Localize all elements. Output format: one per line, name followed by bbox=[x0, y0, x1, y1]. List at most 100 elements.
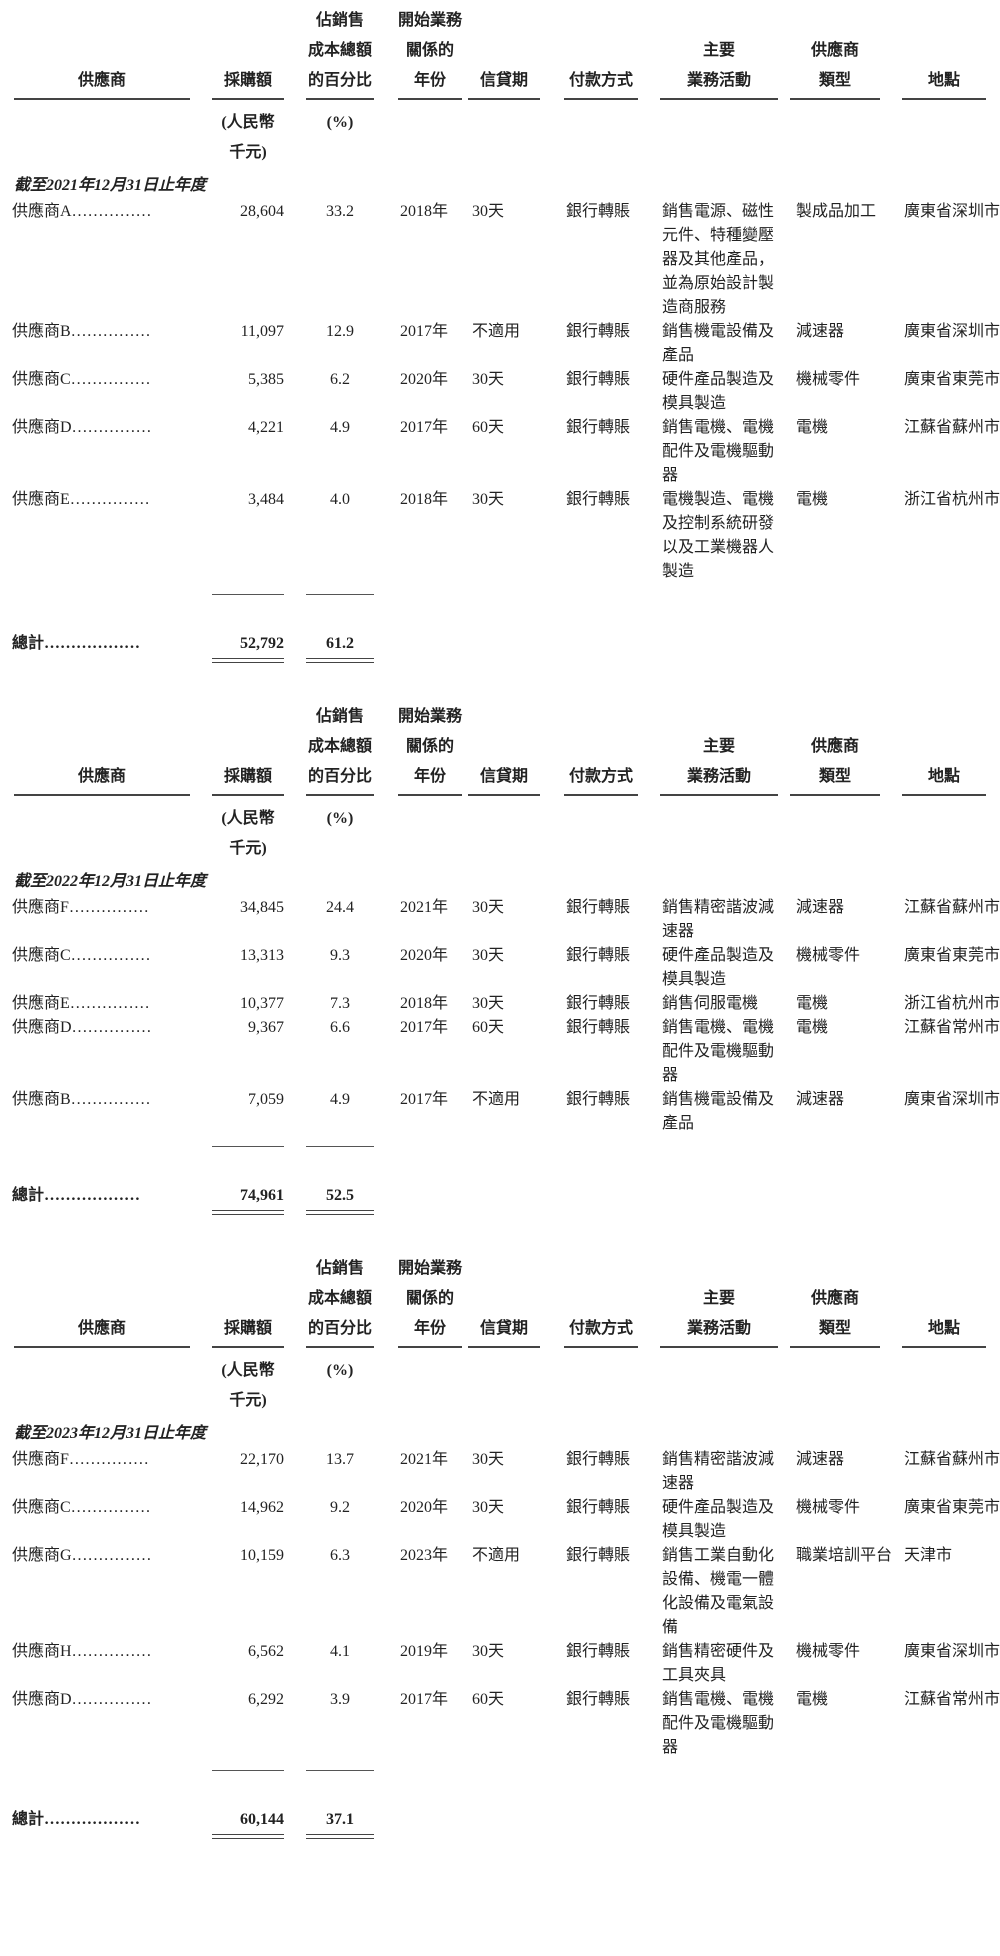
supplier-name: 供應商C…………… bbox=[12, 947, 151, 964]
table-row: 供應商B…………… 11,097 12.9 2017年 不適用 銀行轉賬 減速器 廣東省深圳市… bbox=[0, 320, 1000, 368]
payment-method: 銀行轉賬 bbox=[566, 491, 631, 508]
table-row: 供應商E…………… 3,484 4.0 2018年 30天 銀行轉賬 電機 浙江省杭州市 電機製… bbox=[0, 488, 1000, 584]
supplier-table: 供應商 採購額 佔銷售 成本總額 的百分比 開始業務 關係的 年份 信貸期 付款方式 主要 … bbox=[0, 696, 1000, 1218]
credit-period: 30天 bbox=[472, 947, 505, 964]
table-row: 供應商F…………… 34,845 24.4 2021年 30天 銀行轉賬 減速器 江蘇省蘇州市… bbox=[0, 896, 1000, 944]
total-percentage: 52.5 bbox=[326, 1187, 354, 1204]
total-amount: 60,144 bbox=[240, 1811, 284, 1828]
total-label: 總計……………… bbox=[12, 1811, 141, 1828]
table-row: 供應商H…………… 6,562 4.1 2019年 30天 銀行轉賬 機械零件 廣東省深圳市 銷… bbox=[0, 1640, 1000, 1688]
total-label: 總計……………… bbox=[12, 1187, 141, 1204]
credit-period: 不適用 bbox=[472, 323, 521, 340]
purchase-amount: 13,313 bbox=[240, 947, 284, 964]
location: 廣東省東莞市 bbox=[904, 947, 1000, 964]
credit-period: 60天 bbox=[472, 419, 505, 436]
single-underline bbox=[212, 1770, 284, 1771]
double-underline bbox=[212, 658, 284, 663]
purchase-amount: 4,221 bbox=[248, 419, 284, 436]
table-row: 供應商C…………… 13,313 9.3 2020年 30天 銀行轉賬 機械零件 廣東省東莞市… bbox=[0, 944, 1000, 992]
column-header-amount: 採購額 bbox=[212, 1314, 284, 1348]
purchase-amount: 22,170 bbox=[240, 1451, 284, 1468]
payment-method: 銀行轉賬 bbox=[566, 1547, 631, 1564]
table-header-row: 供應商 採購額 佔銷售 成本總額 的百分比 開始業務 關係的 年份 信貸期 付款方式 主要 … bbox=[0, 0, 1000, 100]
principal-business-activity: 銷售機電設備及產品 bbox=[662, 1091, 775, 1132]
principal-business-activity: 硬件產品製造及模具製造 bbox=[662, 371, 775, 412]
relationship-start-year: 2017年 bbox=[400, 419, 449, 436]
supplier-type: 機械零件 bbox=[796, 1499, 861, 1516]
purchase-amount: 6,562 bbox=[248, 1643, 284, 1660]
column-header-supplier: 供應商 bbox=[14, 66, 190, 100]
column-header-year: 開始業務 關係的 年份 bbox=[398, 1254, 462, 1348]
units-row: (人民幣 千元) (%) bbox=[0, 1348, 1000, 1420]
location: 廣東省深圳市 bbox=[904, 203, 1000, 220]
period-label: 截至2021年12月31日止年度 bbox=[14, 177, 207, 194]
cost-percentage: 12.9 bbox=[326, 323, 354, 340]
supplier-name: 供應商E…………… bbox=[12, 995, 150, 1012]
principal-business-activity: 銷售工業自動化設備、機電一體化設備及電氣設備 bbox=[662, 1547, 775, 1636]
payment-method: 銀行轉賬 bbox=[566, 1451, 631, 1468]
subtotal-rule bbox=[0, 1760, 1000, 1808]
purchase-amount: 11,097 bbox=[240, 323, 284, 340]
principal-business-activity: 銷售電源、磁性元件、特種變壓器及其他產品，並為原始設計製造商服務 bbox=[662, 203, 775, 316]
table-row: 供應商C…………… 5,385 6.2 2020年 30天 銀行轉賬 機械零件 廣東省東莞市 硬… bbox=[0, 368, 1000, 416]
location: 江蘇省蘇州市 bbox=[904, 419, 1000, 436]
principal-business-activity: 硬件產品製造及模具製造 bbox=[662, 947, 775, 988]
principal-business-activity: 電機製造、電機及控制系統研發以及工業機器人製造 bbox=[662, 491, 775, 580]
supplier-type: 機械零件 bbox=[796, 1643, 861, 1660]
payment-method: 銀行轉賬 bbox=[566, 419, 631, 436]
supplier-type: 職業培訓平台 bbox=[796, 1547, 893, 1564]
supplier-tables-document: 供應商 採購額 佔銷售 成本總額 的百分比 開始業務 關係的 年份 信貸期 付款方式 主要 … bbox=[0, 0, 1000, 1839]
purchase-amount: 3,484 bbox=[248, 491, 284, 508]
payment-method: 銀行轉賬 bbox=[566, 995, 631, 1012]
location: 廣東省東莞市 bbox=[904, 371, 1000, 388]
column-header-pct: 佔銷售 成本總額 的百分比 bbox=[306, 6, 374, 100]
cost-percentage: 6.6 bbox=[330, 1019, 350, 1036]
principal-business-activity: 硬件產品製造及模具製造 bbox=[662, 1499, 775, 1540]
column-header-amount: 採購額 bbox=[212, 762, 284, 796]
purchase-amount: 14,962 bbox=[240, 1499, 284, 1516]
column-header-year: 開始業務 關係的 年份 bbox=[398, 702, 462, 796]
table-row: 供應商D…………… 9,367 6.6 2017年 60天 銀行轉賬 電機 江蘇省常州市 銷售電… bbox=[0, 1016, 1000, 1088]
relationship-start-year: 2021年 bbox=[400, 1451, 449, 1468]
supplier-name: 供應商C…………… bbox=[12, 1499, 151, 1516]
table-row: 供應商E…………… 10,377 7.3 2018年 30天 銀行轉賬 電機 浙江省杭州市 銷售… bbox=[0, 992, 1000, 1016]
total-percentage: 61.2 bbox=[326, 635, 354, 652]
supplier-name: 供應商E…………… bbox=[12, 491, 150, 508]
location: 浙江省杭州市 bbox=[904, 995, 1000, 1012]
supplier-name: 供應商F…………… bbox=[12, 899, 149, 916]
period-label: 截至2023年12月31日止年度 bbox=[14, 1425, 207, 1442]
total-amount: 74,961 bbox=[240, 1187, 284, 1204]
location: 江蘇省常州市 bbox=[904, 1019, 1000, 1036]
column-header-year: 開始業務 關係的 年份 bbox=[398, 6, 462, 100]
location: 廣東省深圳市 bbox=[904, 1091, 1000, 1108]
column-header-credit: 信貸期 bbox=[468, 66, 540, 100]
purchase-amount: 7,059 bbox=[248, 1091, 284, 1108]
relationship-start-year: 2020年 bbox=[400, 371, 449, 388]
location: 天津市 bbox=[904, 1547, 953, 1564]
payment-method: 銀行轉賬 bbox=[566, 1019, 631, 1036]
table-row: 供應商C…………… 14,962 9.2 2020年 30天 銀行轉賬 機械零件 廣東省東莞市… bbox=[0, 1496, 1000, 1544]
credit-period: 30天 bbox=[472, 491, 505, 508]
principal-business-activity: 銷售機電設備及產品 bbox=[662, 323, 775, 364]
credit-period: 30天 bbox=[472, 1499, 505, 1516]
payment-method: 銀行轉賬 bbox=[566, 1091, 631, 1108]
cost-percentage: 9.3 bbox=[330, 947, 350, 964]
cost-percentage: 6.2 bbox=[330, 371, 350, 388]
cost-percentage: 7.3 bbox=[330, 995, 350, 1012]
relationship-start-year: 2017年 bbox=[400, 323, 449, 340]
single-underline bbox=[306, 1146, 374, 1147]
purchase-amount: 34,845 bbox=[240, 899, 284, 916]
supplier-type: 製成品加工 bbox=[796, 203, 877, 220]
supplier-name: 供應商D…………… bbox=[12, 1691, 152, 1708]
supplier-type: 機械零件 bbox=[796, 371, 861, 388]
supplier-type: 電機 bbox=[796, 491, 829, 508]
column-header-payment: 付款方式 bbox=[564, 762, 638, 796]
credit-period: 30天 bbox=[472, 995, 505, 1012]
supplier-type: 機械零件 bbox=[796, 947, 861, 964]
unit-pct: (%) bbox=[326, 1362, 354, 1379]
column-header-activity: 主要 業務活動 bbox=[660, 1284, 778, 1348]
principal-business-activity: 銷售電機、電機配件及電機驅動器 bbox=[662, 1691, 775, 1756]
column-header-location: 地點 bbox=[902, 762, 986, 796]
relationship-start-year: 2018年 bbox=[400, 995, 449, 1012]
supplier-name: 供應商G…………… bbox=[12, 1547, 152, 1564]
